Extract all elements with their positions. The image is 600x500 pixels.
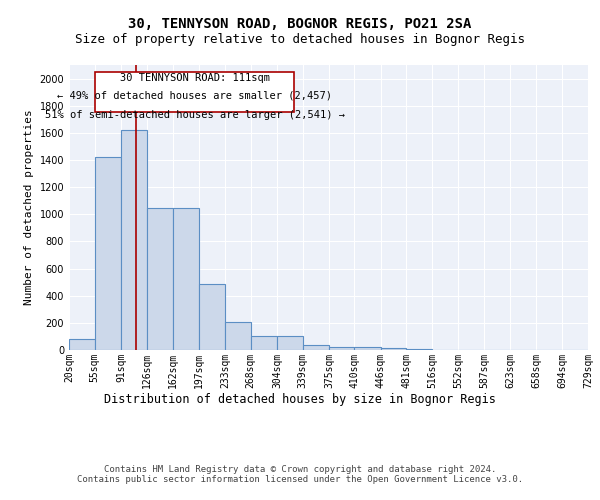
Y-axis label: Number of detached properties: Number of detached properties (24, 110, 34, 306)
Text: Size of property relative to detached houses in Bognor Regis: Size of property relative to detached ho… (75, 32, 525, 46)
Text: 30, TENNYSON ROAD, BOGNOR REGIS, PO21 2SA: 30, TENNYSON ROAD, BOGNOR REGIS, PO21 2S… (128, 18, 472, 32)
Bar (225, 322, 251, 350)
Bar (355, 348, 381, 350)
Bar (302, 345, 329, 350)
Bar (406, 348, 432, 350)
Bar (381, 348, 406, 350)
Bar (329, 346, 355, 350)
Text: ← 49% of detached houses are smaller (2,457): ← 49% of detached houses are smaller (2,… (57, 90, 332, 101)
Text: 51% of semi-detached houses are larger (2,541) →: 51% of semi-detached houses are larger (… (44, 110, 344, 120)
Text: Contains HM Land Registry data © Crown copyright and database right 2024.
Contai: Contains HM Land Registry data © Crown c… (77, 465, 523, 484)
Bar (69, 339, 95, 350)
Text: 30 TENNYSON ROAD: 111sqm: 30 TENNYSON ROAD: 111sqm (119, 73, 269, 83)
Bar (95, 158, 121, 350)
FancyBboxPatch shape (95, 72, 295, 112)
Bar (173, 208, 199, 350)
Bar (146, 208, 173, 350)
Bar (199, 284, 225, 350)
Bar (121, 130, 146, 350)
Bar (251, 336, 277, 350)
Text: Distribution of detached houses by size in Bognor Regis: Distribution of detached houses by size … (104, 392, 496, 406)
Bar (277, 336, 302, 350)
